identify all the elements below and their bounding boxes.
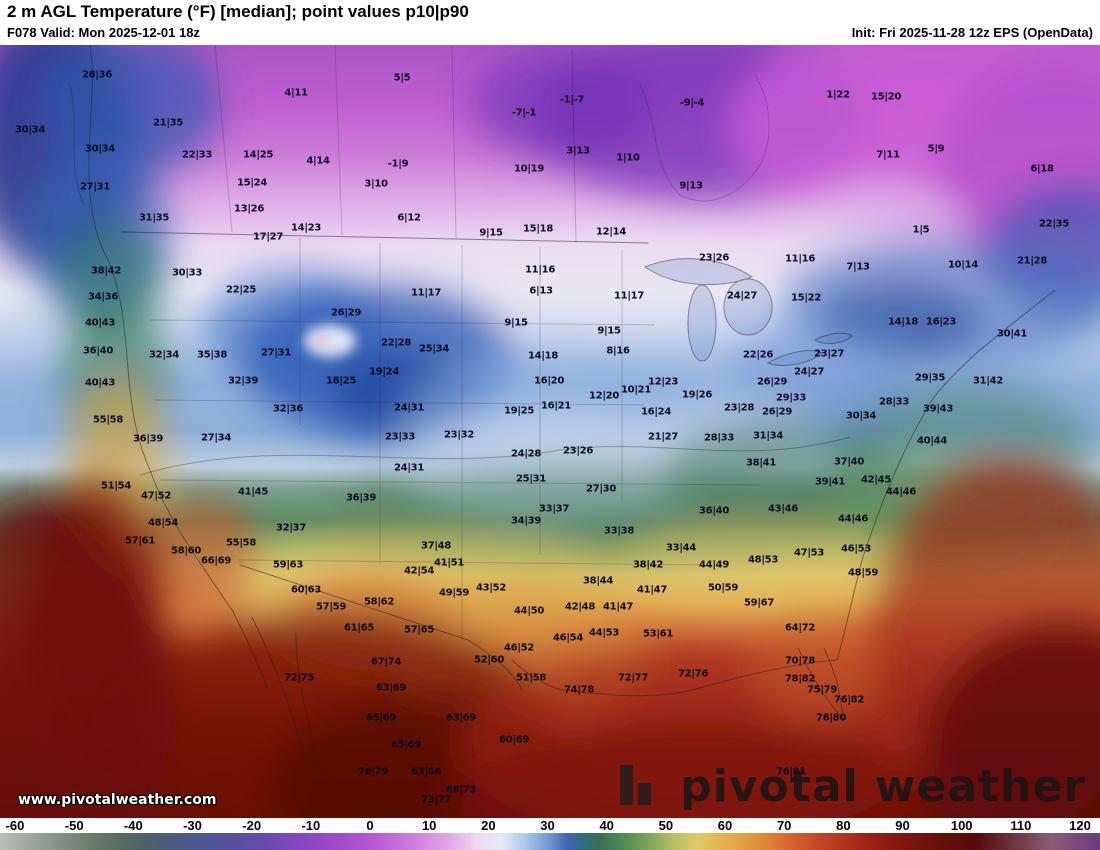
colorbar-tick-label: -20 [242,818,262,833]
temperature-field-details [304,325,356,357]
colorbar-tick-label: 0 [366,818,374,833]
colorbar-tick-label: 20 [481,818,496,833]
colorbar-tick-label: 80 [836,818,851,833]
colorbar-tick-label: -40 [123,818,143,833]
colorbar-ticks: -60 -50 -40 -30 -20 -10 0 10 20 30 40 50 60 70 80 90 100… [0,818,1100,833]
header-bar: 2 m AGL Temperature (°F) [median]; point… [0,0,1100,45]
pivotal-weather-logo-text: pivotal weather [680,760,1086,812]
temperature-map [0,45,1100,818]
map-title: 2 m AGL Temperature (°F) [median]; point… [7,2,469,21]
colorbar-gradient [0,833,1100,850]
colorbar-tick-label: 10 [421,818,437,833]
temperature-field-regions [0,45,1100,818]
colorbar-tick-label: 90 [895,818,910,833]
colorbar-tick-label: 110 [1010,818,1032,833]
pivotal-weather-logo-icon [620,765,652,805]
colorbar-tick-label: 70 [776,818,792,833]
temperature-colorbar: -60 -50 -40 -30 -20 -10 0 10 20 30 40 50 60 70 80 90 100… [0,818,1100,850]
colorbar-tick-label: -30 [183,818,202,833]
temperature-map-canvas [0,45,1100,818]
colorbar-tick-label: 120 [1069,818,1091,833]
geography-borders [69,45,1056,818]
site-url-watermark: www.pivotalweather.com [18,792,217,808]
colorbar-tick-label: 30 [540,818,555,833]
colorbar-tick-label: 100 [950,818,973,833]
init-time-label: Init: Fri 2025-11-28 12z EPS (OpenData) [851,25,1093,40]
state-borders [149,45,761,640]
colorbar-tick-label: 40 [599,818,614,833]
freezing-contour-line [139,436,851,476]
colorbar-tick-label: -60 [5,818,25,833]
pivotal-weather-logo: pivotal weather [618,760,1086,812]
colorbar-tick-label: -50 [64,818,84,833]
colorbar-tick-label: 60 [717,818,733,833]
colorbar-tick-label: -10 [301,818,321,833]
colorbar-tick-label: 50 [658,818,674,833]
valid-time-label: F078 Valid: Mon 2025-12-01 18z [7,25,200,40]
